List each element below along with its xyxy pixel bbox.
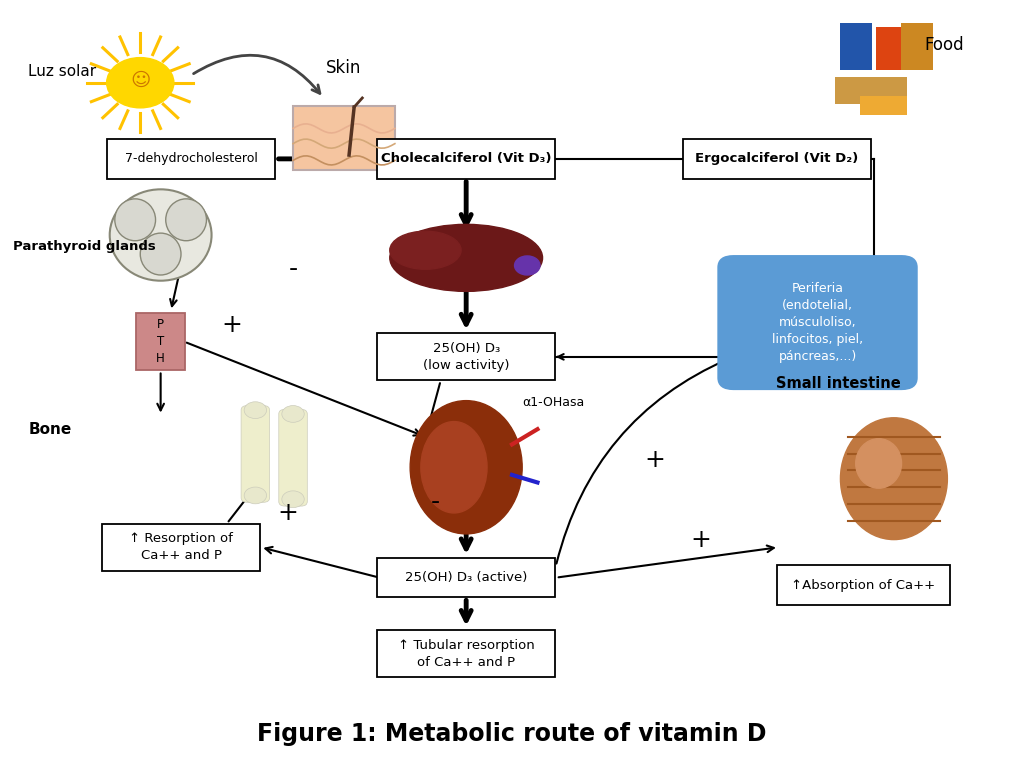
Text: Small intestine: Small intestine <box>775 376 900 391</box>
Text: -: - <box>431 489 440 514</box>
Ellipse shape <box>856 439 901 489</box>
FancyBboxPatch shape <box>840 23 871 70</box>
Text: Bone: Bone <box>29 422 72 436</box>
Text: Figure 1: Metabolic route of vitamin D: Figure 1: Metabolic route of vitamin D <box>257 722 767 746</box>
Ellipse shape <box>390 231 461 269</box>
Text: +: + <box>690 528 711 551</box>
Ellipse shape <box>244 402 266 419</box>
FancyBboxPatch shape <box>876 27 904 70</box>
FancyBboxPatch shape <box>683 139 871 179</box>
FancyBboxPatch shape <box>279 410 307 506</box>
Text: Cholecalciferol (Vit D₃): Cholecalciferol (Vit D₃) <box>381 153 551 166</box>
FancyBboxPatch shape <box>377 333 555 380</box>
Text: 25(OH) D₃
(low activity): 25(OH) D₃ (low activity) <box>423 342 509 372</box>
Text: Luz solar: Luz solar <box>29 64 96 79</box>
FancyBboxPatch shape <box>860 96 907 116</box>
Ellipse shape <box>244 487 266 504</box>
Text: 25(OH) D₃ (active): 25(OH) D₃ (active) <box>404 571 527 584</box>
Text: P
T
H: P T H <box>157 318 165 365</box>
Text: Food: Food <box>925 35 964 54</box>
FancyBboxPatch shape <box>718 256 916 389</box>
Ellipse shape <box>115 199 156 241</box>
FancyBboxPatch shape <box>777 565 950 605</box>
Text: ☺: ☺ <box>130 71 151 90</box>
Text: Ergocalciferol (Vit D₂): Ergocalciferol (Vit D₂) <box>695 153 858 166</box>
FancyBboxPatch shape <box>108 139 275 179</box>
Text: +: + <box>278 501 298 525</box>
FancyBboxPatch shape <box>136 313 185 370</box>
Ellipse shape <box>282 491 304 508</box>
Text: α1-OHasa: α1-OHasa <box>522 396 585 409</box>
FancyBboxPatch shape <box>293 106 395 170</box>
Text: ↑ Tubular resorption
of Ca++ and P: ↑ Tubular resorption of Ca++ and P <box>397 639 535 669</box>
Ellipse shape <box>166 199 207 241</box>
Text: +: + <box>221 313 243 337</box>
Circle shape <box>106 58 174 108</box>
Text: Parathyroid glands: Parathyroid glands <box>13 240 156 253</box>
FancyBboxPatch shape <box>377 139 555 179</box>
Ellipse shape <box>841 418 947 540</box>
Ellipse shape <box>411 400 522 534</box>
FancyBboxPatch shape <box>377 630 555 677</box>
Ellipse shape <box>390 225 543 291</box>
Ellipse shape <box>140 233 181 275</box>
Ellipse shape <box>282 406 304 423</box>
Text: Periferia
(endotelial,
músculoliso,
linfocitos, piel,
páncreas,...): Periferia (endotelial, músculoliso, linf… <box>772 282 863 363</box>
Text: ↑Absorption of Ca++: ↑Absorption of Ca++ <box>792 579 936 592</box>
Ellipse shape <box>421 422 487 513</box>
FancyBboxPatch shape <box>377 558 555 597</box>
Ellipse shape <box>110 189 212 281</box>
Text: ↑ Resorption of
Ca++ and P: ↑ Resorption of Ca++ and P <box>129 532 232 562</box>
Ellipse shape <box>514 256 540 275</box>
FancyBboxPatch shape <box>241 406 269 502</box>
FancyBboxPatch shape <box>901 23 933 70</box>
FancyBboxPatch shape <box>835 77 907 104</box>
Text: Skin: Skin <box>327 58 361 77</box>
Text: -: - <box>289 257 298 281</box>
Text: 7-dehydrocholesterol: 7-dehydrocholesterol <box>125 153 258 166</box>
Text: +: + <box>644 448 665 472</box>
FancyBboxPatch shape <box>102 524 260 571</box>
